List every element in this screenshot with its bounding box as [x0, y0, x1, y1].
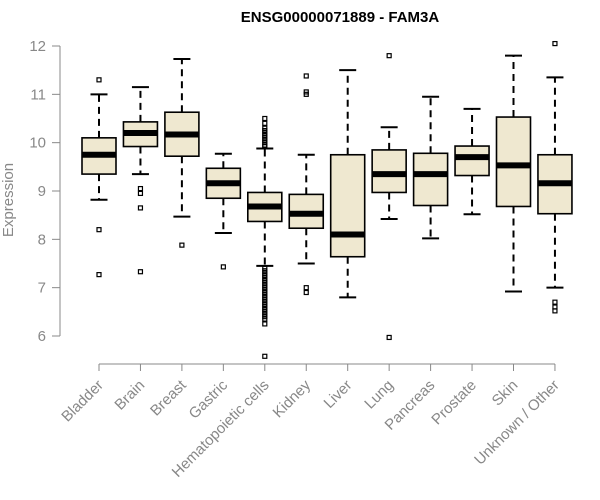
box-brain — [122, 86, 159, 275]
outlier-point — [552, 40, 558, 47]
x-tick-label: Kidney — [270, 376, 315, 421]
outlier-point — [262, 353, 268, 359]
box-breast — [164, 58, 200, 248]
outlier-point — [137, 205, 144, 211]
box-pancreas — [412, 95, 449, 240]
box-lung — [371, 53, 407, 341]
plot-area — [81, 40, 573, 359]
outlier-point — [96, 227, 102, 233]
y-tick-label: 6 — [38, 328, 46, 345]
outlier-point — [262, 143, 268, 150]
box-kidney — [288, 73, 325, 296]
outlier-point — [137, 185, 144, 192]
outlier-point — [96, 77, 102, 83]
y-tick-label: 10 — [29, 135, 46, 152]
x-tick-label: Prostate — [428, 377, 480, 429]
outlier-point — [303, 73, 309, 79]
y-tick-label: 12 — [29, 38, 46, 55]
outlier-point — [262, 115, 268, 122]
box-unknown-other — [537, 40, 573, 314]
x-tick-label: Liver — [321, 377, 356, 412]
outlier-point — [386, 334, 392, 341]
y-tick-label: 9 — [38, 183, 46, 200]
chart-title: ENSG00000071889 - FAM3A — [241, 9, 440, 26]
outlier-point — [179, 242, 185, 248]
iqr-box — [495, 116, 532, 208]
outlier-point — [137, 269, 144, 275]
outlier-point — [552, 308, 558, 314]
y-tick-label: 11 — [30, 86, 46, 103]
x-tick-label: Breast — [147, 376, 190, 419]
outlier-point — [303, 289, 309, 296]
box-gastric — [205, 152, 242, 270]
outlier-point — [220, 264, 226, 270]
y-axis: 6 7 8 9 10 11 12 — [29, 38, 61, 345]
box-hematopoietic-cells — [247, 115, 283, 359]
outlier-point — [386, 53, 392, 59]
x-tick-label: Brain — [111, 377, 148, 414]
x-tick-label: Lung — [361, 377, 397, 413]
x-tick-label: Bladder — [58, 377, 107, 426]
x-tick-label: Skin — [489, 377, 522, 410]
box-bladder — [81, 77, 117, 278]
y-tick-label: 7 — [38, 280, 46, 297]
outlier-point — [303, 91, 309, 97]
outlier-point — [552, 299, 558, 305]
box-liver — [329, 69, 366, 299]
outlier-point — [262, 316, 268, 322]
box-skin — [495, 54, 532, 293]
outlier-point — [262, 321, 268, 327]
outlier-point — [137, 190, 144, 197]
outlier-point — [262, 120, 268, 126]
iqr-box — [412, 152, 449, 207]
y-axis-label: Expression — [0, 163, 17, 237]
y-tick-label: 8 — [38, 231, 46, 248]
box-prostate — [454, 107, 490, 216]
iqr-box — [454, 145, 490, 177]
outlier-point — [303, 285, 309, 291]
iqr-box — [329, 153, 366, 258]
outlier-point — [96, 272, 102, 278]
